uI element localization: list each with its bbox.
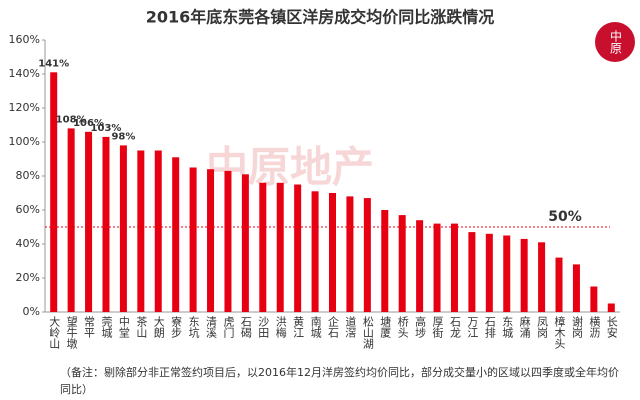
x-tick-label: 大朗 (152, 315, 165, 338)
chart-title: 2016年底东莞各镇区洋房成交均价同比涨跌情况 (146, 8, 495, 27)
x-tick-label: 企石 (327, 315, 340, 338)
x-tick-label: 麻涌 (518, 315, 531, 338)
x-tick-label: 谢岗 (570, 315, 583, 338)
x-tick-label: 沙田 (257, 316, 270, 338)
bar (450, 223, 458, 312)
bar (520, 238, 528, 312)
data-label: 98% (111, 131, 135, 142)
bar (329, 193, 336, 312)
data-label: 106% (73, 118, 104, 129)
x-tick-label: 南城 (309, 316, 322, 338)
bar (538, 242, 546, 312)
x-tick-label: 望牛墩 (65, 316, 78, 350)
x-tick-label: 石龙 (448, 316, 461, 338)
data-label: 108% (56, 114, 87, 125)
y-tick-label: 80% (16, 169, 40, 182)
logo-badge (595, 22, 635, 62)
x-tick-label: 厚街 (431, 316, 444, 339)
bar (102, 136, 110, 312)
bar (590, 286, 598, 312)
x-tick-label: 石排 (483, 316, 496, 339)
bar (294, 184, 302, 312)
x-tick-label: 道滘 (344, 315, 357, 338)
bar (311, 191, 319, 312)
bar (363, 198, 371, 312)
x-tick-label: 茶山 (135, 316, 148, 338)
x-tick-label: 长安 (605, 316, 618, 339)
bar (381, 210, 389, 312)
bar (189, 167, 197, 312)
x-tick-label: 塘厦 (379, 315, 392, 338)
x-tick-label: 石碣 (239, 316, 252, 339)
y-tick-label: 60% (16, 203, 40, 216)
bar (172, 157, 180, 312)
x-tick-label: 常平 (83, 316, 96, 339)
x-tick-label: 桥头 (396, 316, 409, 338)
bar (119, 145, 127, 312)
x-tick-label: 清溪 (205, 316, 218, 339)
bar (468, 232, 476, 312)
x-tick-label: 中堂 (117, 316, 130, 338)
bar (67, 128, 75, 312)
y-tick-label: 140% (9, 67, 40, 80)
x-tick-label: 万江 (466, 316, 479, 338)
bar (224, 170, 232, 312)
bar (433, 223, 441, 312)
x-tick-label: 东城 (501, 316, 514, 338)
y-tick-label: 0% (23, 305, 40, 318)
bar (50, 72, 58, 312)
bar (503, 235, 511, 312)
bar (572, 264, 580, 312)
x-tick-label: 洪梅 (274, 315, 287, 339)
x-tick-label: 松山湖 (361, 315, 374, 350)
bar (137, 150, 145, 312)
data-label: 103% (91, 123, 122, 134)
bar (416, 220, 424, 312)
x-tick-label: 寮步 (170, 315, 183, 338)
bar (85, 131, 93, 312)
bar (398, 215, 406, 312)
x-tick-label: 莞城 (100, 316, 113, 338)
x-tick-label: 东坑 (187, 316, 200, 339)
x-tick-label: 凤岗 (536, 316, 549, 338)
y-tick-label: 40% (16, 237, 40, 250)
bar (241, 174, 249, 312)
bar (346, 196, 354, 312)
bar (276, 182, 284, 312)
y-tick-label: 120% (9, 101, 40, 114)
bar (154, 150, 162, 312)
x-tick-label: 樟木头 (553, 315, 566, 349)
y-tick-label: 160% (9, 33, 40, 46)
x-tick-label: 高埗 (414, 315, 427, 339)
y-tick-label: 20% (16, 271, 40, 284)
logo: 中原 (609, 29, 623, 54)
x-tick-label: 大岭山 (48, 315, 61, 349)
watermark: 中原地产 (206, 143, 374, 192)
data-label: 141% (38, 58, 69, 69)
x-tick-label: 虎门 (222, 316, 235, 339)
reference-label: 50% (548, 209, 582, 225)
x-tick-label: 横沥 (588, 315, 601, 338)
bar (485, 233, 493, 312)
x-tick-label: 黄江 (292, 315, 305, 338)
footnote: （备注：剔除部分非正常签约项目后，以2016年12月洋房签约均价同比，部分成交量… (60, 366, 619, 396)
bar (555, 257, 563, 312)
bar (607, 303, 615, 312)
bar (207, 169, 215, 312)
bar (259, 182, 267, 312)
y-tick-label: 100% (9, 135, 40, 148)
